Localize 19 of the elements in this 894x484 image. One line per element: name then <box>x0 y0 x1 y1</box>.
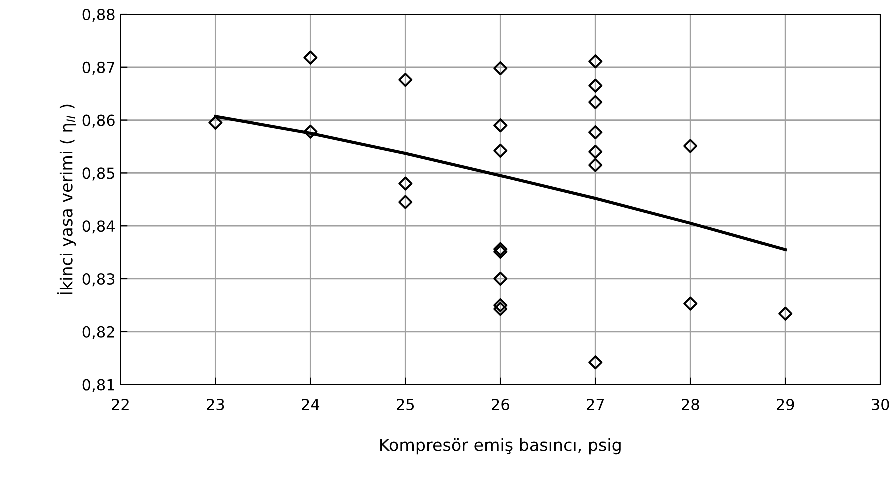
y-tick-label: 0,81 <box>82 379 114 392</box>
x-tick-label: 30 <box>872 398 890 410</box>
x-tick-label: 26 <box>492 398 510 410</box>
y-tick-label: 0,82 <box>82 326 114 340</box>
x-tick-label: 24 <box>302 398 320 410</box>
y-axis-title: İkinci yasa verimi ( η$_{II}$ ) <box>57 104 76 294</box>
x-tick-label: 22 <box>112 398 129 410</box>
x-tick-label: 23 <box>207 398 224 410</box>
y-tick-label: 0,83 <box>82 273 115 287</box>
x-axis-title: Kompresör emiş basıncı, psig <box>380 438 621 455</box>
x-tick-label: 28 <box>682 398 700 410</box>
x-tick-label: 25 <box>397 398 414 410</box>
y-tick-label: 0,84 <box>82 220 115 234</box>
y-tick-label: 0,88 <box>82 8 115 22</box>
x-tick-label: 29 <box>777 398 794 410</box>
y-tick-label: 0,85 <box>82 168 114 181</box>
y-tick-label: 0,86 <box>82 114 115 128</box>
y-tick-label: 0,87 <box>82 62 115 75</box>
x-tick-label: 27 <box>587 398 604 410</box>
